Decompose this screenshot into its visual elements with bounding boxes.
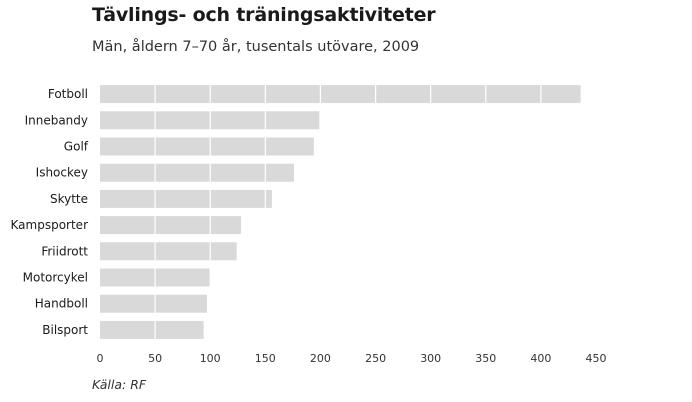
bar-kampsporter: [100, 216, 242, 235]
category-label: Skytte: [50, 192, 88, 206]
x-tick-label: 0: [97, 352, 104, 365]
category-label: Fotboll: [48, 87, 88, 101]
chart-source: Källa: RF: [92, 377, 147, 392]
x-tick-label: 200: [310, 352, 331, 365]
x-tick-label: 450: [586, 352, 607, 365]
x-tick-label: 300: [420, 352, 441, 365]
bar-fotboll: [100, 85, 581, 104]
bar-bilsport: [100, 320, 204, 339]
x-tick-label: 150: [255, 352, 276, 365]
x-tick-label: 50: [148, 352, 162, 365]
x-tick-label: 400: [530, 352, 551, 365]
x-tick-label: 100: [200, 352, 221, 365]
category-label: Handboll: [35, 297, 88, 311]
category-label: Friidrott: [41, 244, 88, 258]
category-label: Kampsporter: [11, 218, 89, 232]
category-label: Innebandy: [25, 113, 88, 127]
bar-skytte: [100, 189, 272, 208]
category-label: Bilsport: [42, 323, 88, 337]
category-label: Ishockey: [36, 166, 88, 180]
bar-friidrott: [100, 242, 237, 261]
bar-golf: [100, 137, 314, 156]
chart-title: Tävlings- och träningsaktiviteter: [92, 4, 436, 26]
x-tick-label: 350: [475, 352, 496, 365]
bar-handboll: [100, 294, 207, 313]
bar-ishockey: [100, 163, 294, 182]
x-tick-label: 250: [365, 352, 386, 365]
category-label: Golf: [64, 140, 89, 154]
category-label: Motorcykel: [23, 271, 88, 285]
chart-subtitle: Män, åldern 7–70 år, tusentals utövare, …: [92, 39, 420, 55]
